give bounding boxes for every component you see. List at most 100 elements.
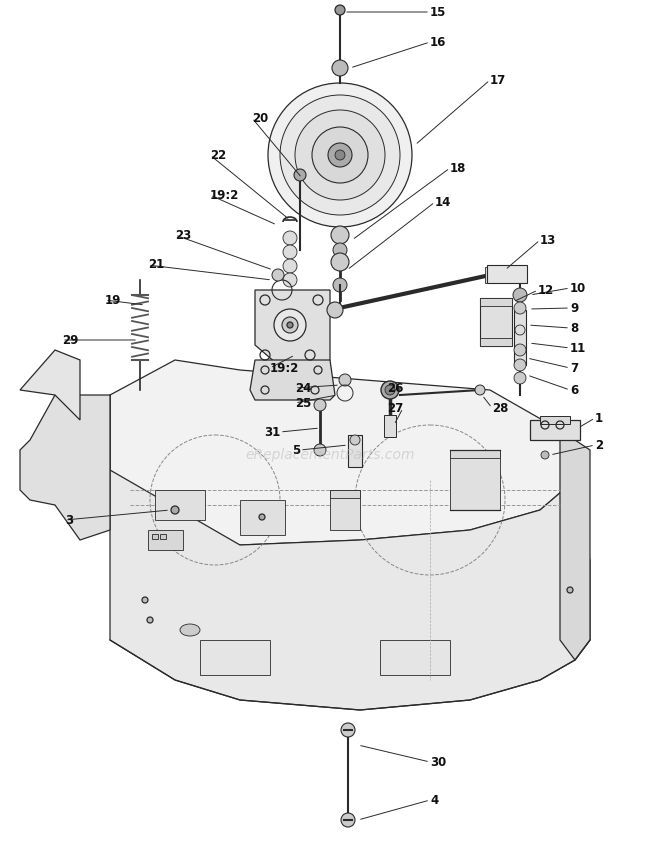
Text: 5: 5 [292,444,300,456]
Circle shape [283,259,297,273]
FancyBboxPatch shape [540,416,570,424]
Circle shape [513,288,527,302]
Circle shape [171,506,179,514]
Circle shape [514,372,526,384]
Text: 13: 13 [540,234,557,246]
FancyBboxPatch shape [155,490,205,520]
Circle shape [335,5,345,15]
Circle shape [274,309,306,341]
Text: 12: 12 [538,284,555,297]
Circle shape [515,325,525,335]
Text: 11: 11 [570,342,586,354]
FancyBboxPatch shape [330,490,360,498]
Circle shape [541,451,549,459]
Circle shape [381,381,399,399]
Circle shape [314,444,326,456]
Circle shape [259,514,265,520]
Circle shape [282,317,298,333]
Circle shape [280,95,400,215]
Text: 19:2: 19:2 [210,189,239,201]
FancyBboxPatch shape [480,338,512,346]
Circle shape [332,60,348,76]
FancyBboxPatch shape [148,530,183,550]
Circle shape [385,385,395,395]
Text: 21: 21 [148,258,164,271]
FancyBboxPatch shape [384,415,396,437]
Circle shape [294,169,306,181]
Text: 19:2: 19:2 [270,361,299,375]
Text: 29: 29 [62,333,79,347]
Text: 28: 28 [492,401,508,415]
Circle shape [475,385,485,395]
Text: 27: 27 [387,401,403,415]
FancyBboxPatch shape [348,435,362,467]
Circle shape [314,399,326,411]
Text: 23: 23 [175,229,191,241]
Circle shape [331,226,349,244]
Circle shape [287,322,293,328]
Circle shape [268,83,412,227]
Polygon shape [255,290,330,375]
Circle shape [333,278,347,292]
FancyBboxPatch shape [152,534,158,539]
FancyBboxPatch shape [450,450,500,510]
Text: 14: 14 [435,196,451,208]
Polygon shape [110,360,575,545]
Text: 16: 16 [430,36,446,48]
Text: 22: 22 [210,149,226,162]
Text: eReplacementParts.com: eReplacementParts.com [245,448,414,462]
Circle shape [514,359,526,371]
FancyBboxPatch shape [450,450,500,458]
Text: 4: 4 [430,794,438,807]
FancyBboxPatch shape [330,490,360,530]
Text: 31: 31 [264,426,280,439]
Circle shape [283,231,297,245]
FancyBboxPatch shape [485,267,515,283]
Circle shape [331,253,349,271]
Polygon shape [110,470,590,710]
Circle shape [147,617,153,623]
Circle shape [272,269,284,281]
Text: 15: 15 [430,5,446,19]
Circle shape [142,597,148,603]
Ellipse shape [180,624,200,636]
Text: 6: 6 [570,383,578,396]
Text: 19: 19 [105,293,122,307]
FancyBboxPatch shape [480,298,512,306]
Text: 18: 18 [450,162,467,174]
Circle shape [295,110,385,200]
Circle shape [328,143,352,167]
Text: 9: 9 [570,302,578,314]
Text: 8: 8 [570,321,578,335]
FancyBboxPatch shape [160,534,166,539]
FancyBboxPatch shape [530,420,580,440]
Circle shape [283,273,297,287]
FancyBboxPatch shape [514,310,526,365]
Text: 20: 20 [252,111,268,124]
Text: 1: 1 [595,411,603,424]
Text: 10: 10 [570,281,586,294]
Circle shape [514,302,526,314]
Circle shape [514,344,526,356]
Circle shape [312,127,368,183]
FancyBboxPatch shape [380,640,450,675]
Polygon shape [560,430,590,660]
Circle shape [350,435,360,445]
Text: 7: 7 [570,361,578,375]
Text: 2: 2 [595,439,603,451]
FancyBboxPatch shape [480,298,512,346]
Circle shape [341,813,355,827]
Text: 17: 17 [490,73,506,87]
Polygon shape [55,395,110,505]
FancyBboxPatch shape [200,640,270,675]
Text: 26: 26 [387,382,403,394]
Circle shape [283,245,297,259]
Circle shape [327,302,343,318]
Polygon shape [250,360,335,400]
Text: 25: 25 [295,396,311,410]
Circle shape [567,587,573,593]
FancyBboxPatch shape [487,265,527,283]
Text: 30: 30 [430,756,446,768]
Polygon shape [20,395,110,540]
Polygon shape [20,350,80,420]
